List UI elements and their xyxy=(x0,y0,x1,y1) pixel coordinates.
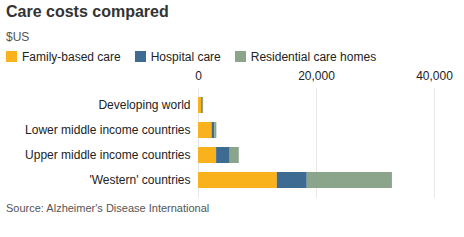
svg-text:Developing world: Developing world xyxy=(98,98,190,112)
html-text:Source: Alzheimer's Disease In: Source: Alzheimer's Disease Internationa… xyxy=(6,202,210,214)
html-text:Residential care homes: Residential care homes xyxy=(250,50,377,64)
html-text:Hospital care: Hospital care xyxy=(150,50,221,64)
svg-text:Upper middle income countries: Upper middle income countries xyxy=(25,148,190,162)
svg-text:0: 0 xyxy=(195,69,202,83)
html-text:$US: $US xyxy=(6,30,30,44)
svg-text:40,000: 40,000 xyxy=(416,69,453,83)
svg-text:'Western' countries: 'Western' countries xyxy=(89,173,190,187)
html-text:Family-based care: Family-based care xyxy=(22,50,121,64)
html-text:Care costs compared: Care costs compared xyxy=(6,3,169,20)
svg-text:20,000: 20,000 xyxy=(298,69,335,83)
svg-text:Lower middle income countries: Lower middle income countries xyxy=(25,123,190,137)
